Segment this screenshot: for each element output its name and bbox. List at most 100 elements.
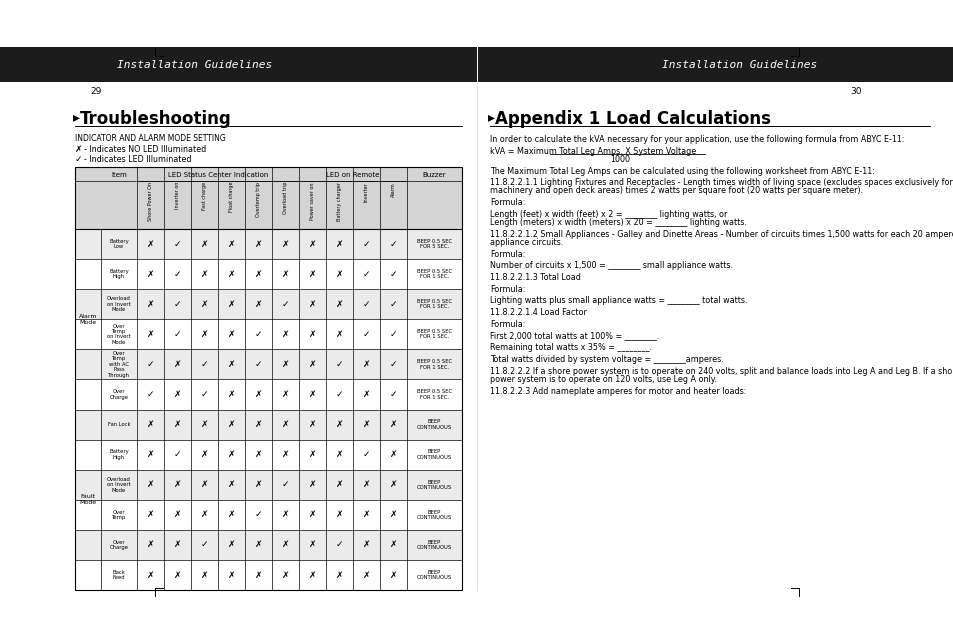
Text: ✗: ✗: [309, 450, 315, 459]
Text: ✓: ✓: [362, 330, 370, 339]
Text: Remaining total watts x 35% = ________.: Remaining total watts x 35% = ________.: [490, 344, 651, 352]
Text: ✓: ✓: [147, 390, 154, 399]
Bar: [75, 167, 461, 229]
Text: ✗: ✗: [335, 510, 343, 519]
Text: ✗: ✗: [173, 570, 181, 580]
Text: ✓: ✓: [254, 510, 262, 519]
Text: ✗: ✗: [309, 300, 315, 309]
Text: Alarm
Mode: Alarm Mode: [79, 314, 97, 324]
Text: Item: Item: [111, 172, 127, 178]
Text: Overload
on Invert
Mode: Overload on Invert Mode: [107, 477, 131, 493]
Text: ✗: ✗: [200, 480, 208, 489]
Text: Formula:: Formula:: [490, 320, 525, 329]
Text: ✓: ✓: [173, 269, 181, 279]
Bar: [75, 560, 461, 590]
Text: ✗: ✗: [335, 570, 343, 580]
Text: ✗: ✗: [200, 269, 208, 279]
Text: ✗: ✗: [228, 360, 235, 369]
Bar: [75, 439, 461, 470]
Text: ✗: ✗: [200, 240, 208, 248]
Text: ✗: ✗: [281, 240, 289, 248]
Text: ✗: ✗: [147, 510, 154, 519]
Text: ✗: ✗: [200, 420, 208, 429]
Text: ✓: ✓: [390, 300, 396, 309]
Text: ✗: ✗: [200, 450, 208, 459]
Text: INDICATOR AND ALARM MODE SETTING: INDICATOR AND ALARM MODE SETTING: [75, 134, 226, 143]
Text: 11.8.2.2.1.1 Lighting Fixtures and Receptacles - Length times width of living sp: 11.8.2.2.1.1 Lighting Fixtures and Recep…: [490, 179, 952, 187]
Text: ✗: ✗: [309, 330, 315, 339]
Text: ✗: ✗: [254, 540, 262, 549]
Text: ✗: ✗: [309, 510, 315, 519]
Text: ✗: ✗: [173, 420, 181, 429]
Text: ✓: ✓: [254, 330, 262, 339]
Text: ✓: ✓: [362, 300, 370, 309]
Text: Fast charge: Fast charge: [202, 182, 207, 210]
Bar: [0, 47, 953, 82]
Text: LED on Remote: LED on Remote: [326, 172, 379, 178]
Text: ✗: ✗: [335, 480, 343, 489]
Text: Over
Temp
with AC
Pass
Through: Over Temp with AC Pass Through: [108, 351, 130, 378]
Text: ✗: ✗: [362, 540, 370, 549]
Text: Number of circuits x 1,500 = ________ small appliance watts.: Number of circuits x 1,500 = ________ sm…: [490, 261, 732, 271]
Text: Power saver on: Power saver on: [310, 182, 314, 219]
Text: ✗: ✗: [228, 390, 235, 399]
Text: ✗: ✗: [173, 540, 181, 549]
Bar: [75, 167, 461, 590]
Text: ✗: ✗: [309, 480, 315, 489]
Text: ✗: ✗: [173, 390, 181, 399]
Text: ✓: ✓: [362, 450, 370, 459]
Text: ✗: ✗: [335, 300, 343, 309]
Text: ✗: ✗: [75, 145, 82, 154]
Text: Troubleshooting: Troubleshooting: [80, 110, 232, 128]
Text: Over
Temp
on Invert
Mode: Over Temp on Invert Mode: [107, 324, 131, 345]
Text: 30: 30: [850, 88, 862, 96]
Text: ✗: ✗: [173, 480, 181, 489]
Text: First 2,000 total watts at 100% = ________.: First 2,000 total watts at 100% = ______…: [490, 332, 659, 341]
Text: Over
Temp: Over Temp: [112, 510, 126, 520]
Text: Fan Lock: Fan Lock: [108, 422, 131, 427]
Text: ✗: ✗: [390, 420, 396, 429]
Text: ✓: ✓: [362, 269, 370, 279]
Bar: [75, 229, 461, 259]
Text: BEEP 0.5 SEC
FOR 1 SEC.: BEEP 0.5 SEC FOR 1 SEC.: [416, 269, 452, 279]
Text: Fault
Mode: Fault Mode: [79, 494, 96, 505]
Text: ✗: ✗: [228, 300, 235, 309]
Text: Battery charger: Battery charger: [336, 182, 341, 221]
Text: ✗: ✗: [309, 570, 315, 580]
Text: Overload
on Invert
Mode: Overload on Invert Mode: [107, 296, 131, 312]
Text: ✗: ✗: [281, 420, 289, 429]
Text: Formula:: Formula:: [490, 285, 525, 294]
Text: 11.8.2.2.1.3 Total Load: 11.8.2.2.1.3 Total Load: [490, 273, 580, 282]
Text: ✓: ✓: [200, 390, 208, 399]
Text: - Indicates LED Illuminated: - Indicates LED Illuminated: [84, 155, 192, 164]
Text: 11.8.2.2.1.2 Small Appliances - Galley and Dinette Areas - Number of circuits ti: 11.8.2.2.1.2 Small Appliances - Galley a…: [490, 230, 953, 239]
Text: ✗: ✗: [147, 450, 154, 459]
Text: BEEP 0.5 SEC
FOR 1 SEC.: BEEP 0.5 SEC FOR 1 SEC.: [416, 299, 452, 310]
Text: ✓: ✓: [335, 390, 343, 399]
Text: ✗: ✗: [228, 420, 235, 429]
Text: ✗: ✗: [200, 300, 208, 309]
Text: - Indicates NO LED Illuminated: - Indicates NO LED Illuminated: [84, 145, 206, 154]
Text: 11.8.2.2.2 If a shore power system is to operate on 240 volts, split and balance: 11.8.2.2.2 If a shore power system is to…: [490, 366, 953, 376]
Text: ✗: ✗: [281, 269, 289, 279]
Text: Overtemp trip: Overtemp trip: [255, 182, 261, 217]
Text: machinery and open deck areas) times 2 watts per square foot (20 watts per squar: machinery and open deck areas) times 2 w…: [490, 187, 862, 195]
Text: ✗: ✗: [173, 360, 181, 369]
Text: ✓: ✓: [173, 300, 181, 309]
Text: ✓: ✓: [281, 480, 289, 489]
Text: ✗: ✗: [281, 570, 289, 580]
Text: Buzzer: Buzzer: [422, 172, 446, 178]
Text: ✗: ✗: [147, 480, 154, 489]
Text: Installation Guidelines: Installation Guidelines: [661, 59, 817, 69]
Text: ✗: ✗: [147, 300, 154, 309]
Text: ✗: ✗: [147, 240, 154, 248]
Text: Installation Guidelines: Installation Guidelines: [117, 59, 273, 69]
Text: ✗: ✗: [390, 570, 396, 580]
Text: ✗: ✗: [362, 360, 370, 369]
Text: Overload trip: Overload trip: [283, 182, 288, 214]
Text: Over
Charge: Over Charge: [110, 389, 129, 400]
Text: ✗: ✗: [228, 269, 235, 279]
Text: ✗: ✗: [147, 330, 154, 339]
Text: LED Status Center Indication: LED Status Center Indication: [168, 172, 268, 178]
Text: Battery
High: Battery High: [109, 269, 129, 279]
